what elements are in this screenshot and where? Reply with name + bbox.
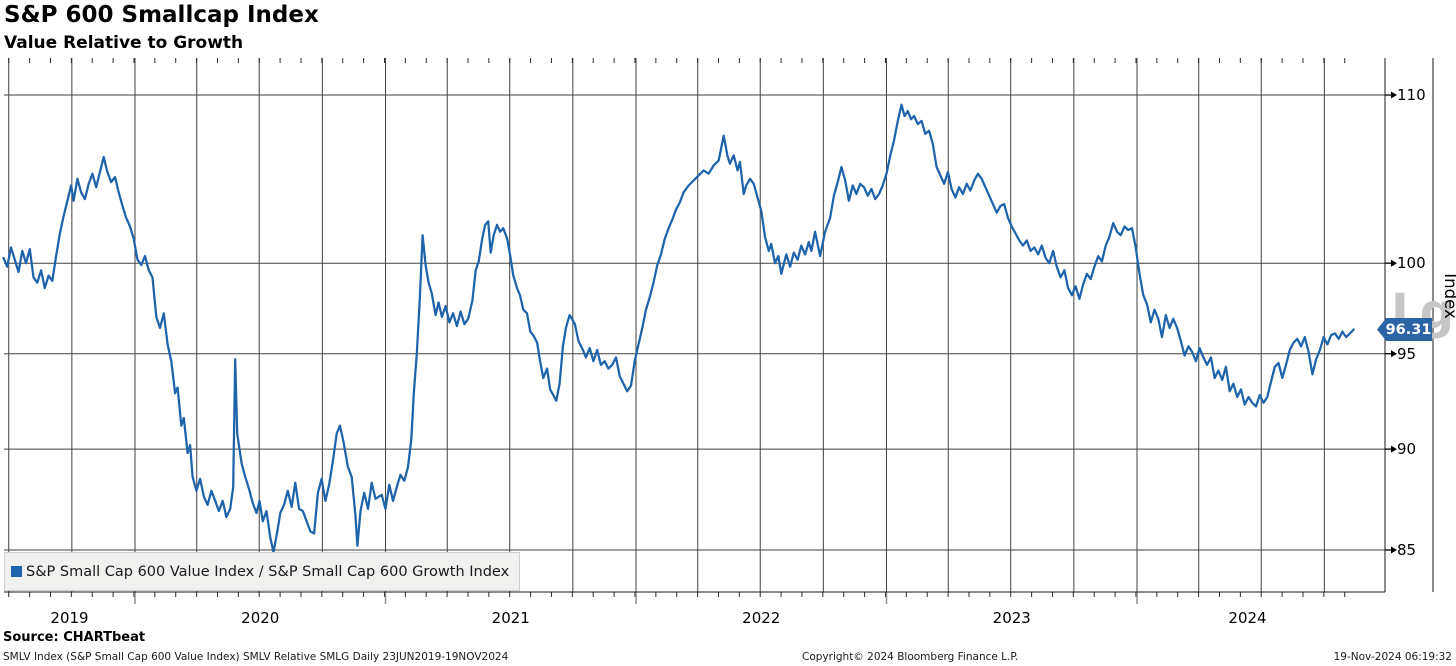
x-axis-label: 2022 <box>742 609 781 627</box>
page-subtitle: Value Relative to Growth <box>4 33 244 53</box>
footer-copyright: Copyright© 2024 Bloomberg Finance L.P. <box>802 651 1019 663</box>
x-axis-label: 2024 <box>1228 609 1267 627</box>
y-tick-arrow-icon <box>1391 259 1397 267</box>
legend-label: S&P Small Cap 600 Value Index / S&P Smal… <box>26 563 510 580</box>
x-axis-label: 2021 <box>491 609 530 627</box>
y-tick-arrow-icon <box>1391 546 1397 554</box>
y-axis-label: 85 <box>1397 540 1417 559</box>
footer-details: SMLV Index (S&P Small Cap 600 Value Inde… <box>3 651 509 663</box>
y-axis-label: 110 <box>1397 86 1426 104</box>
x-axis-label: 2020 <box>241 609 280 627</box>
last-price-tag[interactable]: 96.31 <box>1377 318 1432 342</box>
x-axis-label: 2019 <box>50 609 89 627</box>
page-title: S&P 600 Smallcap Index <box>4 2 319 28</box>
y-axis-label: 90 <box>1397 440 1417 459</box>
y-axis-label: 95 <box>1397 344 1417 363</box>
legend-swatch-icon <box>11 566 22 577</box>
value-growth-ratio-line[interactable] <box>2 103 1355 554</box>
y-tick-arrow-icon <box>1391 91 1397 99</box>
x-axis-label: 2023 <box>992 609 1031 627</box>
y-tick-arrow-icon <box>1391 445 1397 453</box>
footer-timestamp: 19-Nov-2024 06:19:32 <box>1333 651 1452 663</box>
y-tick-arrow-icon <box>1391 350 1397 358</box>
y-axis-label: 100 <box>1397 254 1426 273</box>
footer-source: Source: CHARTbeat <box>3 630 146 645</box>
legend[interactable]: S&P Small Cap 600 Value Index / S&P Smal… <box>4 552 520 591</box>
